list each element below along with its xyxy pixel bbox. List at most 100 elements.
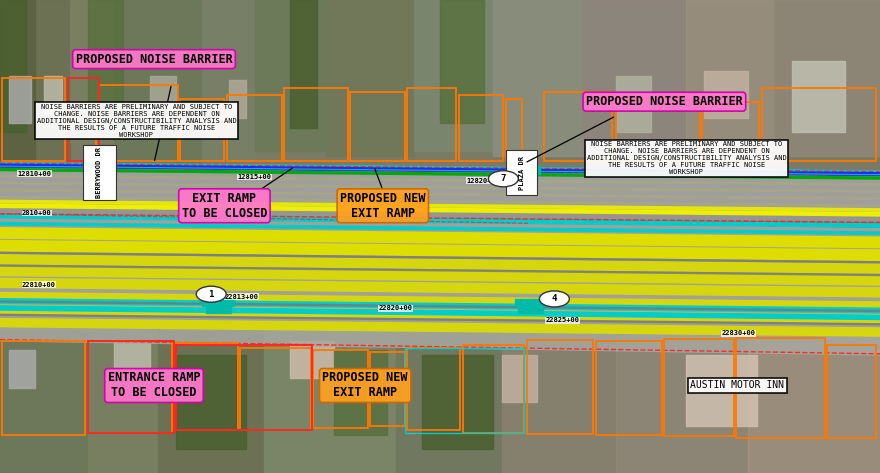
Circle shape: [196, 286, 226, 302]
Polygon shape: [0, 240, 880, 261]
Text: PLAZA DR: PLAZA DR: [519, 156, 524, 190]
Text: 2815+00: 2815+00: [238, 213, 268, 219]
Bar: [748, 331, 880, 473]
Bar: [158, 331, 264, 473]
Bar: [736, 338, 825, 438]
Text: 7: 7: [501, 174, 506, 184]
Bar: [2, 341, 85, 435]
Bar: [70, 0, 114, 142]
Bar: [502, 331, 616, 473]
Bar: [264, 331, 396, 473]
Polygon shape: [0, 300, 880, 312]
Text: 1: 1: [209, 289, 214, 299]
Bar: [527, 340, 593, 434]
Bar: [313, 350, 368, 428]
Bar: [616, 76, 651, 132]
FancyBboxPatch shape: [84, 146, 116, 200]
Polygon shape: [0, 292, 880, 311]
Bar: [616, 331, 748, 473]
Text: AUSTIN MOTOR INN: AUSTIN MOTOR INN: [691, 380, 784, 391]
Bar: [176, 345, 312, 430]
Bar: [206, 306, 231, 313]
Polygon shape: [0, 222, 880, 235]
Text: 22825+00: 22825+00: [546, 317, 580, 323]
Text: 22810+00: 22810+00: [22, 282, 56, 288]
Bar: [515, 299, 546, 306]
Bar: [229, 80, 246, 118]
Bar: [414, 0, 493, 151]
Bar: [616, 99, 700, 161]
Polygon shape: [0, 314, 880, 325]
Bar: [334, 350, 387, 435]
Bar: [350, 92, 405, 161]
Bar: [493, 0, 581, 156]
Text: 4: 4: [552, 294, 557, 304]
Bar: [407, 88, 456, 161]
Polygon shape: [0, 214, 880, 228]
Polygon shape: [0, 169, 880, 222]
Text: 22820+00: 22820+00: [378, 306, 413, 311]
Bar: [463, 345, 524, 433]
Bar: [86, 174, 111, 181]
Polygon shape: [0, 266, 880, 286]
Bar: [174, 343, 238, 430]
Text: 2810+00: 2810+00: [22, 210, 52, 216]
Bar: [68, 78, 99, 161]
Bar: [227, 95, 282, 161]
Bar: [544, 92, 612, 161]
Bar: [686, 355, 757, 426]
Bar: [509, 166, 540, 174]
Polygon shape: [0, 182, 880, 193]
Polygon shape: [0, 227, 880, 248]
Circle shape: [539, 291, 569, 307]
Bar: [88, 341, 174, 433]
Bar: [506, 99, 522, 161]
Bar: [290, 0, 317, 128]
Bar: [240, 348, 311, 430]
Bar: [150, 76, 176, 118]
Polygon shape: [0, 318, 880, 337]
Bar: [114, 341, 150, 369]
Polygon shape: [0, 168, 880, 180]
Bar: [99, 85, 178, 161]
Bar: [518, 306, 543, 313]
Bar: [180, 99, 224, 161]
Bar: [68, 106, 96, 161]
Bar: [502, 355, 537, 402]
Bar: [83, 166, 114, 174]
Text: 22813+00: 22813+00: [224, 294, 259, 299]
Bar: [0, 0, 35, 166]
Text: 12820+00: 12820+00: [466, 178, 501, 184]
Bar: [9, 350, 35, 388]
Bar: [88, 331, 158, 473]
Bar: [405, 348, 524, 433]
Polygon shape: [0, 200, 880, 212]
Bar: [326, 0, 414, 156]
Text: PROPOSED NEW
EXIT RAMP: PROPOSED NEW EXIT RAMP: [340, 192, 426, 220]
Polygon shape: [0, 189, 880, 200]
Bar: [2, 78, 65, 161]
Bar: [370, 352, 405, 426]
Bar: [774, 0, 880, 156]
Bar: [255, 0, 326, 151]
Bar: [396, 331, 502, 473]
Polygon shape: [0, 229, 880, 242]
Polygon shape: [0, 278, 880, 298]
Text: NOISE BARRIERS ARE PRELIMINARY AND SUBJECT TO
CHANGE. NOISE BARRIERS ARE DEPENDE: NOISE BARRIERS ARE PRELIMINARY AND SUBJE…: [587, 141, 786, 175]
Text: ENTRANCE RAMP
TO BE CLOSED: ENTRANCE RAMP TO BE CLOSED: [107, 371, 201, 400]
Bar: [762, 88, 876, 161]
Text: EXIT RAMP
TO BE CLOSED: EXIT RAMP TO BE CLOSED: [181, 192, 268, 220]
Polygon shape: [0, 264, 880, 276]
Bar: [0, 0, 26, 132]
Bar: [9, 76, 31, 123]
Text: PROPOSED NOISE BARRIER: PROPOSED NOISE BARRIER: [586, 95, 743, 108]
Bar: [114, 0, 202, 166]
Polygon shape: [0, 298, 880, 313]
Text: PROPOSED NOISE BARRIER: PROPOSED NOISE BARRIER: [76, 53, 232, 66]
Polygon shape: [0, 214, 880, 356]
Polygon shape: [0, 305, 880, 324]
Polygon shape: [0, 167, 880, 216]
Bar: [88, 0, 123, 128]
Bar: [422, 355, 493, 449]
Polygon shape: [0, 252, 880, 263]
